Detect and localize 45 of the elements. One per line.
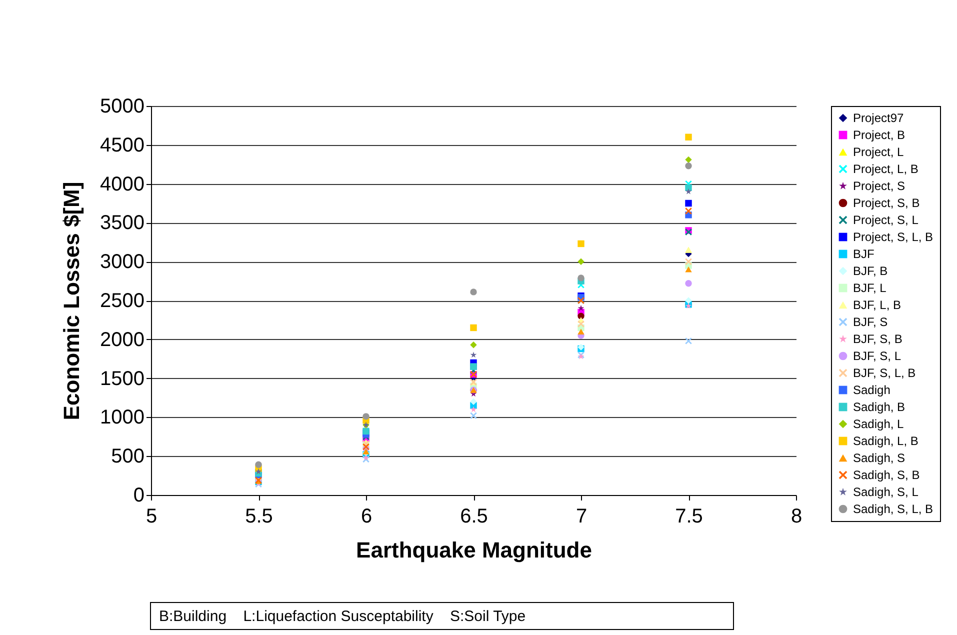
x-tick-label: 7.5 bbox=[675, 506, 703, 528]
legend-label: Sadigh, S, L, B bbox=[853, 502, 934, 516]
x-tick-label: 8 bbox=[790, 506, 802, 528]
legend-label: Sadigh, L, B bbox=[853, 434, 918, 448]
legend-label: Project, L bbox=[853, 145, 904, 159]
x-tick-label: 5.5 bbox=[245, 506, 273, 528]
x-tick-label: 7 bbox=[576, 506, 588, 528]
legend-label: Project, S, L, B bbox=[853, 230, 934, 244]
y-tick-label: 5000 bbox=[100, 96, 144, 118]
y-tick-label: 0 bbox=[133, 484, 144, 506]
y-tick-label: 1500 bbox=[100, 368, 144, 390]
legend-label: Sadigh, S, B bbox=[853, 468, 920, 482]
x-tick-label: 5 bbox=[146, 506, 158, 528]
legend-label: Project, S, B bbox=[853, 196, 920, 210]
legend-label: BJF, L bbox=[853, 281, 887, 295]
legend-label: Sadigh, L bbox=[853, 417, 904, 431]
legend-label: Project97 bbox=[853, 111, 904, 125]
legend-label: BJF, S, L, B bbox=[853, 366, 916, 380]
y-tick-label: 1000 bbox=[100, 406, 144, 429]
legend-label: BJF, S, B bbox=[853, 332, 902, 346]
y-tick-label: 500 bbox=[111, 446, 144, 468]
legend-label: Sadigh, S, L bbox=[853, 485, 919, 499]
legend-label: BJF, L, B bbox=[853, 298, 902, 312]
x-axis-title: Earthquake Magnitude bbox=[356, 538, 592, 562]
y-axis-title: Economic Losses $[M] bbox=[59, 182, 84, 420]
y-tick-label: 3500 bbox=[100, 212, 144, 234]
x-tick-label: 6 bbox=[360, 506, 372, 528]
legend-label: BJF, B bbox=[853, 264, 888, 278]
y-tick-label: 4500 bbox=[100, 134, 144, 156]
legend-label: Sadigh bbox=[853, 383, 890, 397]
legend-label: BJF, S bbox=[853, 315, 888, 329]
y-tick-label: 4000 bbox=[100, 173, 144, 196]
y-tick-label: 2000 bbox=[100, 328, 144, 351]
y-tick-label: 3000 bbox=[100, 251, 144, 274]
legend-label: BJF bbox=[853, 247, 874, 261]
legend-label: Project, S bbox=[853, 179, 906, 193]
x-tick-label: 6.5 bbox=[460, 506, 488, 528]
legend-label: Project, L, B bbox=[853, 162, 918, 176]
y-tick-label: 2500 bbox=[100, 290, 144, 312]
legend-label: Sadigh, B bbox=[853, 400, 906, 414]
legend-label: BJF, S, L bbox=[853, 349, 902, 363]
legend-label: Project, S, L bbox=[853, 213, 919, 227]
legend-label: Project, B bbox=[853, 128, 906, 142]
text: B:Building L:Liquefaction Susceptability S:Soil Type bbox=[150, 602, 734, 630]
legend-label: Sadigh, S bbox=[853, 451, 906, 465]
